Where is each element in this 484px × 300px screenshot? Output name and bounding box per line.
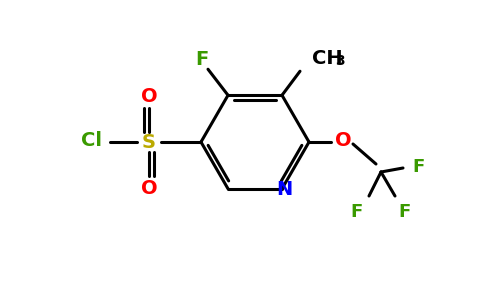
Text: 3: 3 [335, 54, 345, 68]
Text: O: O [141, 178, 157, 197]
Text: F: F [196, 50, 209, 69]
Text: CH: CH [312, 49, 343, 68]
Text: O: O [141, 86, 157, 106]
Text: O: O [335, 131, 351, 151]
Text: N: N [276, 180, 292, 199]
Text: F: F [412, 158, 424, 176]
Text: F: F [351, 203, 363, 221]
Text: S: S [142, 133, 156, 152]
Text: F: F [399, 203, 411, 221]
Text: Cl: Cl [81, 131, 103, 151]
